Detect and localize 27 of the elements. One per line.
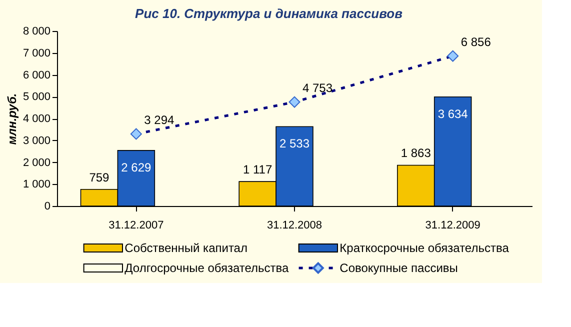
data-label: 6 856: [460, 35, 492, 50]
legend-label: Совокупные пассивы: [340, 261, 458, 275]
y-axis-title: млн.руб.: [4, 93, 19, 145]
y-tick-label: 5 000: [22, 91, 50, 104]
y-tick-label: 1 000: [22, 178, 50, 191]
y-tick-label: 8 000: [22, 26, 50, 38]
legend-label: Собственный капитал: [124, 241, 248, 255]
y-tick-label: 3 000: [22, 134, 50, 147]
y-tick-label: 2 000: [22, 156, 50, 169]
x-tick-label: 31.12.2009: [425, 220, 480, 232]
chart-title: Рис 10. Структура и динамика пассивов: [135, 6, 403, 21]
annotation: 2 629: [121, 160, 152, 174]
annotation: 3 634: [438, 106, 468, 121]
y-tick-label: 0: [44, 200, 50, 212]
x-tick-label: 31.12.2008: [266, 220, 322, 232]
data-label: 1 863: [400, 146, 432, 160]
x-tick-label: 31.12.2007: [108, 220, 164, 232]
data-label: 1 117: [242, 162, 272, 177]
legend-label: Краткосрочные обязательства: [340, 241, 510, 255]
legend-label: Долгосрочные обязательства: [124, 261, 290, 275]
y-tick-label: 4 000: [22, 113, 50, 125]
y-tick-label: 6 000: [22, 69, 50, 82]
data-label: 759: [89, 170, 110, 184]
y-tick-label: 7 000: [22, 47, 50, 60]
data-label: 4 753: [302, 81, 333, 96]
data-label: 3 294: [144, 112, 175, 127]
annotation: 2 533: [279, 136, 310, 151]
